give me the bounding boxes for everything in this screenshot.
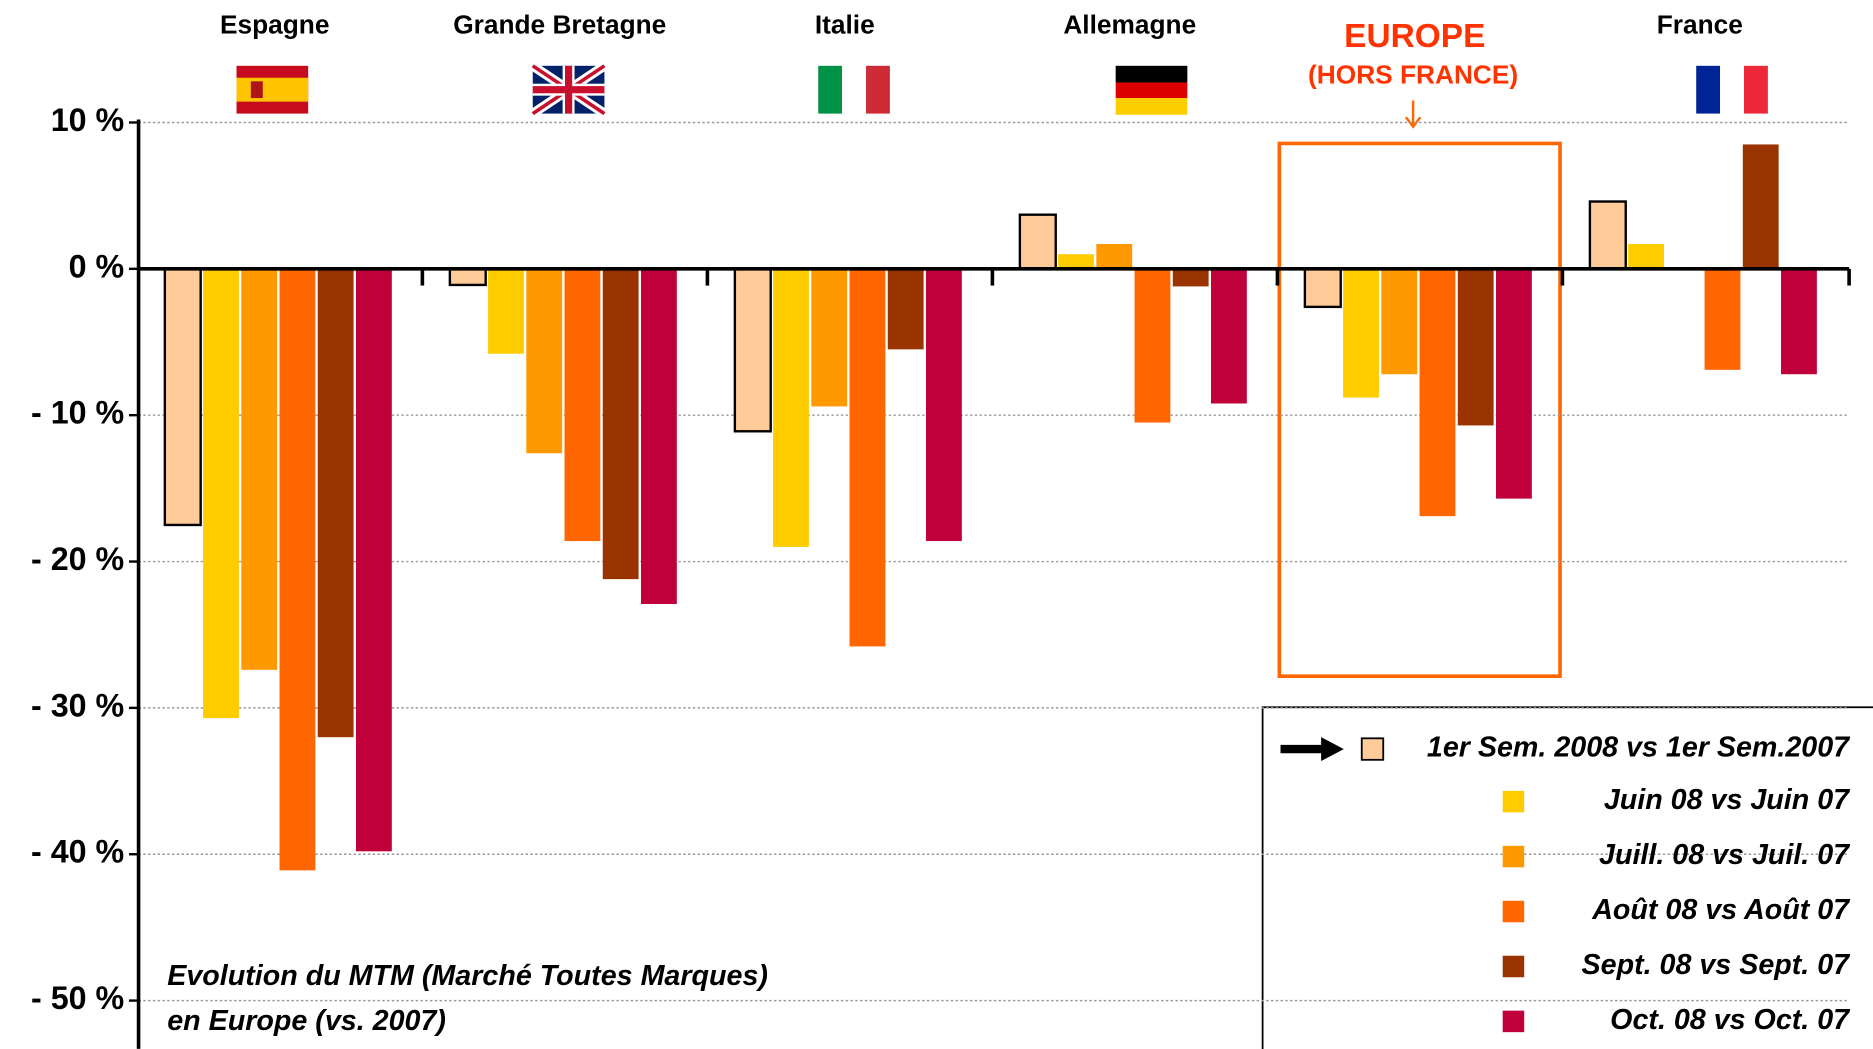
bar xyxy=(279,268,316,871)
bar xyxy=(1588,200,1627,271)
y-tick-label: - 10 % xyxy=(31,395,124,431)
bar xyxy=(203,268,239,719)
bar xyxy=(241,268,278,670)
bar xyxy=(1303,267,1342,309)
y-tick-label: - 50 % xyxy=(31,980,124,1016)
y-tick-label: - 40 % xyxy=(31,834,124,870)
annotation: en Europe (vs. 2007) xyxy=(167,1005,446,1037)
bar xyxy=(317,268,354,738)
legend-label: Juin 08 vs Juin 07 xyxy=(1604,784,1851,816)
x-tick-label: EUROPE xyxy=(1344,18,1485,55)
bar xyxy=(1210,268,1247,404)
x-tick-label: Italie xyxy=(815,9,875,39)
legend-label: Juill. 08 vs Juil. 07 xyxy=(1599,839,1851,871)
highlight-subtitle: (HORS FRANCE) xyxy=(1308,59,1518,89)
bar xyxy=(1058,254,1094,269)
legend-swatch xyxy=(1502,955,1525,978)
bar xyxy=(1134,268,1171,423)
bar xyxy=(1457,268,1494,426)
x-tick-label: Allemagne xyxy=(1063,9,1196,39)
bar xyxy=(526,268,563,454)
annotation: Evolution du MTM (Marché Toutes Marques) xyxy=(167,960,768,992)
legend-label: Sept. 08 vs Sept. 07 xyxy=(1582,949,1852,981)
x-tick-label: Espagne xyxy=(220,9,329,39)
bar xyxy=(887,268,924,350)
bar xyxy=(773,268,809,547)
x-tick-label: France xyxy=(1657,9,1743,39)
legend-swatch xyxy=(1502,1010,1525,1033)
bar xyxy=(355,268,392,852)
x-tick-label: Grande Bretagne xyxy=(453,9,666,39)
y-tick-label: 0 % xyxy=(69,248,125,284)
bar xyxy=(1343,268,1379,398)
legend-box xyxy=(1261,706,1873,1049)
bar xyxy=(733,267,772,433)
y-tick-label: 10 % xyxy=(51,102,125,138)
bar xyxy=(1742,144,1779,269)
bar xyxy=(1018,213,1057,271)
flags xyxy=(236,61,1768,118)
y-tick-label: - 20 % xyxy=(31,541,124,577)
bar xyxy=(640,268,677,604)
legend-swatch xyxy=(1360,737,1385,761)
legend-swatch xyxy=(1502,845,1525,868)
legend-label: Oct. 08 vs Oct. 07 xyxy=(1610,1004,1851,1036)
bar xyxy=(1096,243,1133,269)
bar xyxy=(1628,243,1664,269)
bar xyxy=(1704,268,1741,370)
bar xyxy=(925,268,962,542)
legend-arrow-head xyxy=(1321,737,1344,762)
bar xyxy=(1419,268,1456,517)
bar xyxy=(448,267,487,287)
bar xyxy=(811,268,848,407)
legend-label: Août 08 vs Août 07 xyxy=(1591,894,1851,926)
bar xyxy=(1781,268,1817,375)
bar xyxy=(1381,268,1418,375)
legend-swatch xyxy=(1502,790,1525,813)
bar xyxy=(564,268,601,542)
bar xyxy=(1172,268,1209,287)
bar xyxy=(163,267,202,527)
bar xyxy=(602,268,639,580)
bar xyxy=(1496,268,1532,499)
highlight-box xyxy=(1277,141,1562,678)
y-tick-label: - 30 % xyxy=(31,687,124,723)
legend-swatch xyxy=(1502,900,1525,923)
bar xyxy=(488,268,524,354)
highlight-arrow xyxy=(1404,100,1422,129)
legend-label: 1er Sem. 2008 vs 1er Sem.2007 xyxy=(1427,732,1851,764)
bar xyxy=(849,268,886,647)
